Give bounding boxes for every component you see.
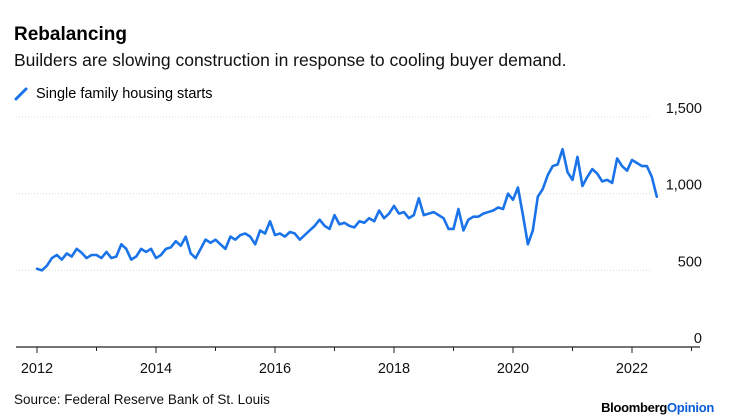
brand-accent: Opinion xyxy=(667,400,714,415)
x-tick-label: 2020 xyxy=(497,361,529,377)
y-tick-label: 1,000 xyxy=(666,178,702,194)
y-tick-label: 1,500 xyxy=(666,101,702,117)
legend-swatch-icon xyxy=(14,87,28,101)
brand-logo: BloombergOpinion xyxy=(601,400,714,415)
x-tick-label: 2014 xyxy=(140,361,172,377)
series-line-single-family-starts xyxy=(35,147,659,272)
y-tick-label: 0 xyxy=(694,331,702,347)
source-note: Source: Federal Reserve Bank of St. Loui… xyxy=(14,392,270,407)
chart-subtitle: Builders are slowing construction in res… xyxy=(14,50,567,70)
chart-title: Rebalancing xyxy=(14,24,127,45)
x-tick-label: 2018 xyxy=(378,361,410,377)
legend: Single family housing starts xyxy=(14,86,213,102)
x-tick-label: 2012 xyxy=(21,361,53,377)
legend-label: Single family housing starts xyxy=(36,86,213,102)
x-tick-label: 2022 xyxy=(616,361,648,377)
y-tick-label: 500 xyxy=(678,254,702,270)
x-tick-label: 2016 xyxy=(259,361,291,377)
brand-main: Bloomberg xyxy=(601,400,667,415)
